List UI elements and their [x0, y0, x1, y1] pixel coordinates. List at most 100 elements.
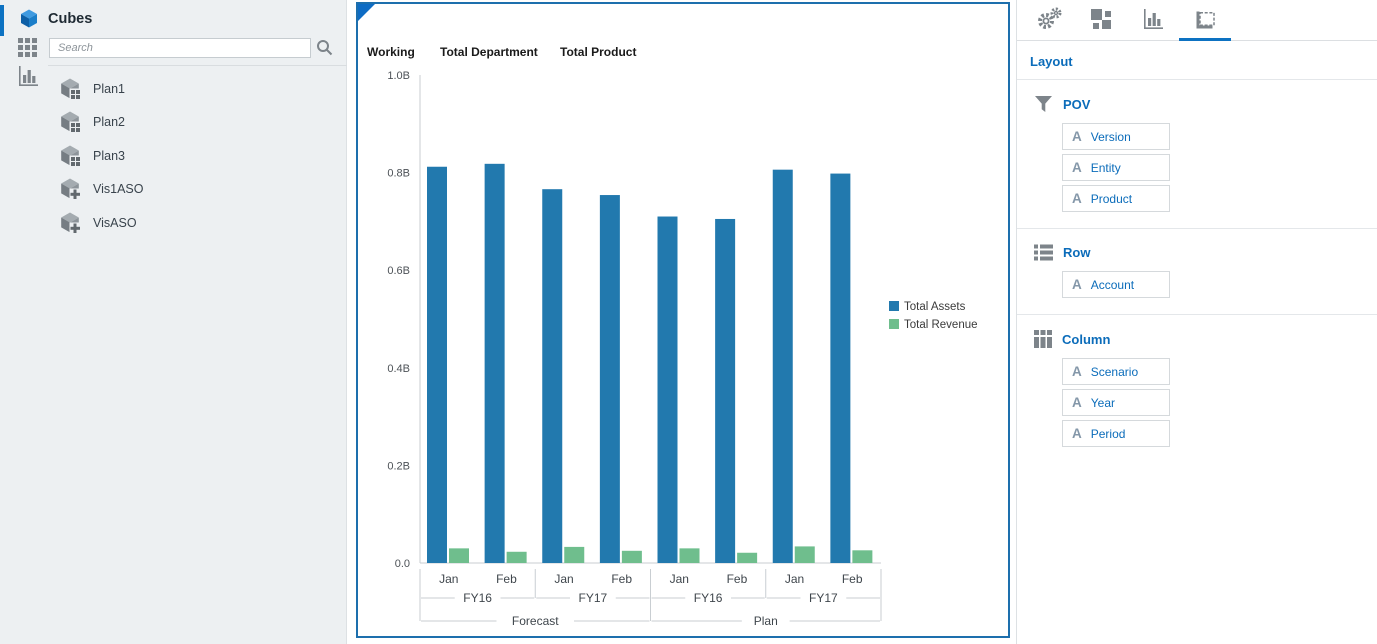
- tab-tiles[interactable]: [1075, 0, 1127, 41]
- search-icon[interactable]: [316, 39, 333, 56]
- chart-header-label: Working: [367, 45, 415, 59]
- legend-label: Total Revenue: [904, 319, 978, 331]
- dimension-chip-label: Entity: [1090, 160, 1121, 175]
- y-tick-label: 0.2B: [387, 460, 410, 472]
- dimension-chip-product[interactable]: A Product: [1062, 185, 1170, 212]
- bar-total-assets-3[interactable]: [599, 195, 620, 563]
- bar-total-assets-6[interactable]: [772, 169, 793, 563]
- rows-icon: [1034, 244, 1053, 261]
- month-label: Feb: [611, 572, 632, 586]
- bar-total-assets-2[interactable]: [542, 189, 563, 563]
- cube-list-item-vis1aso[interactable]: Vis1ASO: [0, 173, 347, 207]
- dimension-type-icon: A: [1072, 191, 1082, 206]
- cube-list-item-visaso[interactable]: VisASO: [0, 206, 347, 240]
- panel-tab-bar: [1017, 0, 1377, 41]
- axis-group-label: Forecast: [512, 614, 559, 628]
- section-label: Row: [1063, 245, 1091, 260]
- bar-total-assets-7[interactable]: [830, 173, 851, 564]
- legend-swatch: [889, 301, 899, 311]
- tiles-icon: [1091, 9, 1111, 29]
- dimension-chip-label: Product: [1090, 191, 1133, 206]
- corner-fold-icon: [358, 4, 375, 21]
- bar-total-revenue-4[interactable]: [679, 548, 700, 563]
- dimension-chip-version[interactable]: A Version: [1062, 123, 1170, 150]
- dimension-chip-label: Period: [1090, 426, 1126, 441]
- dimension-chip-account[interactable]: A Account: [1062, 271, 1170, 298]
- y-tick-label: 0.8B: [387, 168, 410, 180]
- properties-panel: Layout POV A Version A Entity A Product Row A Acc…: [1016, 0, 1377, 644]
- cube-list: Plan1 Plan2 Plan3 Vis1ASO VisASO: [0, 72, 347, 240]
- chart-header-label: Total Department: [440, 45, 538, 59]
- tab-chart[interactable]: [1127, 0, 1179, 41]
- sidebar-title: Cubes: [48, 11, 93, 27]
- active-indicator: [0, 5, 4, 36]
- axis-group-label: FY16: [694, 591, 723, 605]
- layout-title: Layout: [1017, 41, 1377, 80]
- section-label: Column: [1062, 331, 1111, 347]
- bar-total-assets-1[interactable]: [484, 163, 505, 564]
- bar-total-assets-0[interactable]: [427, 166, 447, 563]
- cube-grid-icon: [59, 111, 81, 133]
- month-label: Feb: [842, 572, 863, 586]
- bar-total-assets-5[interactable]: [715, 218, 736, 563]
- bar-total-revenue-0[interactable]: [449, 548, 469, 563]
- month-label: Jan: [439, 572, 458, 586]
- dimension-chip-scenario[interactable]: A Scenario: [1062, 358, 1170, 385]
- dimension-chip-period[interactable]: A Period: [1062, 420, 1170, 447]
- bar-total-assets-4[interactable]: [657, 216, 678, 563]
- y-tick-label: 0.6B: [387, 265, 410, 277]
- y-tick-label: 0.4B: [387, 363, 410, 375]
- layout-sections: POV A Version A Entity A Product Row A Account Col…: [1017, 80, 1377, 463]
- bar-total-revenue-5[interactable]: [737, 552, 758, 563]
- layout-section-row: Row A Account: [1017, 229, 1377, 315]
- y-tick-label: 1.0B: [387, 70, 410, 82]
- dimension-type-icon: A: [1072, 364, 1082, 379]
- bar-total-revenue-6[interactable]: [794, 546, 815, 563]
- tab-settings[interactable]: [1023, 0, 1075, 41]
- cube-item-label: Vis1ASO: [93, 182, 144, 197]
- cube-item-label: Plan1: [93, 81, 125, 96]
- cube-list-item-plan3[interactable]: Plan3: [0, 139, 347, 173]
- dimension-chip-label: Scenario: [1090, 364, 1139, 379]
- tab-layout[interactable]: [1179, 0, 1231, 41]
- cube-plus-icon: [59, 212, 81, 234]
- search-input[interactable]: [49, 38, 311, 58]
- month-label: Jan: [554, 572, 573, 586]
- grid-view-button[interactable]: [18, 38, 37, 57]
- bar-total-revenue-1[interactable]: [506, 551, 527, 563]
- legend-swatch: [889, 319, 899, 329]
- cube-item-label: Plan3: [93, 148, 125, 163]
- cube-list-item-plan2[interactable]: Plan2: [0, 106, 347, 140]
- cube-plus-icon: [59, 178, 81, 200]
- chart-canvas-panel[interactable]: Working Total Department Total Product 1.0B…: [356, 2, 1010, 638]
- cubes-sidebar: Cubes Plan1 Plan2 Plan3 Vis1ASO VisASO: [0, 0, 347, 644]
- barchart-icon: [1143, 9, 1163, 29]
- cubes-icon: [19, 9, 39, 29]
- dimension-type-icon: A: [1072, 129, 1082, 144]
- chart-view-button[interactable]: [18, 66, 38, 86]
- month-label: Jan: [670, 572, 689, 586]
- dimension-chip-entity[interactable]: A Entity: [1062, 154, 1170, 181]
- cube-item-label: Plan2: [93, 115, 125, 130]
- funnel-icon: [1034, 95, 1053, 113]
- month-label: Jan: [785, 572, 804, 586]
- dimension-type-icon: A: [1072, 160, 1082, 175]
- axis-group-label: Plan: [754, 614, 778, 628]
- chart-header-label: Total Product: [560, 45, 636, 59]
- dimension-chip-year[interactable]: A Year: [1062, 389, 1170, 416]
- axis-group-label: FY16: [463, 591, 492, 605]
- axis-group-label: FY17: [809, 591, 838, 605]
- bar-total-revenue-3[interactable]: [621, 550, 642, 563]
- cube-list-item-plan1[interactable]: Plan1: [0, 72, 347, 106]
- layout-section-pov: POV A Version A Entity A Product: [1017, 80, 1377, 229]
- legend-label: Total Assets: [904, 301, 966, 313]
- cube-bar-chart: Working Total Department Total Product 1.0B…: [358, 4, 978, 628]
- gears-icon: [1036, 6, 1063, 32]
- dimension-type-icon: A: [1072, 277, 1082, 292]
- frame-icon: [1195, 9, 1216, 29]
- dimension-type-icon: A: [1072, 426, 1082, 441]
- divider: [48, 65, 347, 66]
- bar-total-revenue-2[interactable]: [564, 546, 585, 563]
- layout-section-column: Column A Scenario A Year A Period: [1017, 315, 1377, 463]
- bar-total-revenue-7[interactable]: [852, 550, 873, 563]
